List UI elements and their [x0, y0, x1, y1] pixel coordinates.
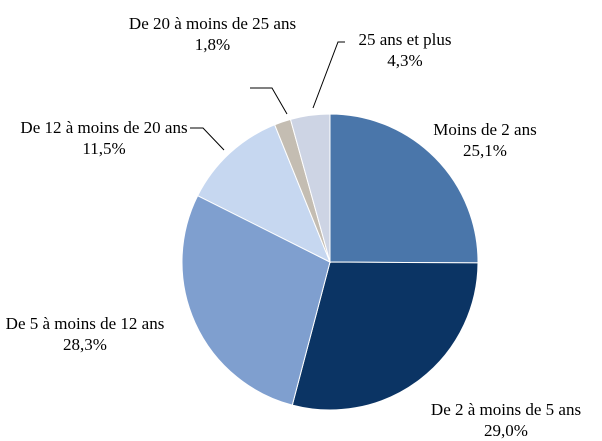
category-label: De 2 à moins de 5 ans	[430, 400, 582, 419]
pie-slice	[181, 194, 331, 406]
slice-label: De 5 à moins de 12 ans 28,3%	[0, 313, 170, 355]
leader-line	[190, 127, 225, 151]
value-label: 1,8%	[194, 35, 231, 54]
slice-label: Moins de 2 ans 25,1%	[405, 119, 565, 161]
value-label: 28,3%	[63, 335, 107, 354]
category-label: De 5 à moins de 12 ans	[5, 314, 165, 333]
slice-label: De 2 à moins de 5 ans 29,0%	[410, 399, 602, 441]
value-label: 11,5%	[82, 139, 126, 158]
leader-line	[250, 87, 288, 115]
slice-label: De 20 à moins de 25 ans 1,8%	[110, 13, 315, 55]
value-label: 29,0%	[484, 421, 528, 440]
value-label: 25,1%	[463, 141, 507, 160]
slice-label: De 12 à moins de 20 ans 11,5%	[15, 117, 193, 159]
category-label: De 20 à moins de 25 ans	[128, 14, 297, 33]
category-label: De 12 à moins de 20 ans	[20, 118, 188, 137]
category-label: Moins de 2 ans	[433, 120, 537, 139]
slice-label: 25 ans et plus 4,3%	[335, 29, 475, 71]
pie-slice	[289, 113, 331, 263]
pie-slice	[329, 113, 479, 264]
leader-line	[312, 41, 345, 109]
pie-slice	[197, 124, 331, 264]
value-label: 4,3%	[387, 51, 423, 70]
category-label: 25 ans et plus	[358, 30, 452, 49]
pie-slice	[291, 261, 479, 411]
